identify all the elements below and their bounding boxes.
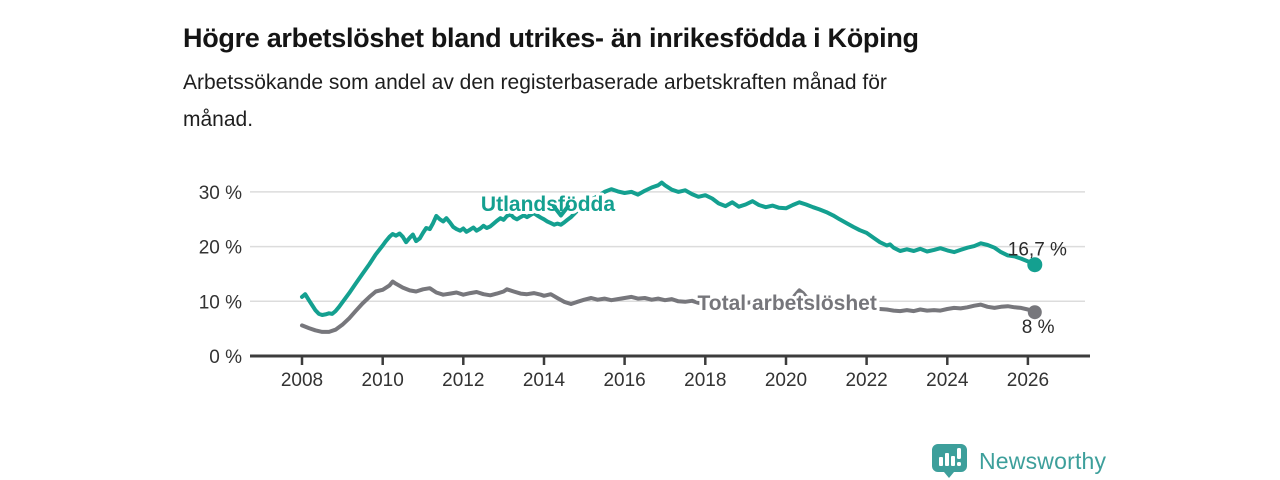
- exclamation-bar: [957, 448, 961, 459]
- subtitle-line-2: månad.: [183, 108, 254, 131]
- series-label-label-utlandsfodda: Utlandsfödda: [481, 193, 615, 216]
- x-axis-tick-label: 2012: [442, 370, 484, 391]
- y-axis-tick-label: 20 %: [199, 238, 242, 259]
- exclamation-dot: [957, 462, 961, 466]
- y-axis-tick-label: 10 %: [199, 292, 242, 313]
- end-dot-total-arbetsloshet: [1027, 305, 1042, 320]
- x-axis-tick-label: 2016: [603, 370, 645, 391]
- series-label-label-total-arbetsloshet: Total arbetslöshet: [698, 292, 877, 315]
- bar-short: [939, 457, 943, 466]
- series-line-utlandsfodda: [300, 180, 1037, 317]
- x-axis-tick-label: 2024: [926, 370, 969, 391]
- end-value-label-utlandsfodda: 16,7 %: [1008, 240, 1067, 261]
- newsworthy-logo-icon: [932, 444, 967, 478]
- x-axis-tick-label: 2018: [684, 370, 726, 391]
- x-axis-tick-label: 2010: [362, 370, 404, 391]
- x-axis-tick-label: 2014: [523, 370, 566, 391]
- bar-tall: [945, 453, 949, 466]
- x-axis-tick-label: 2008: [281, 370, 323, 391]
- chart-subtitle: Arbetssökande som andel av den registerb…: [183, 64, 1063, 138]
- x-axis-tick-label: 2020: [765, 370, 807, 391]
- series-line-total-arbetsloshet: [300, 279, 1037, 334]
- chevron-down-icon: [551, 204, 570, 218]
- end-value-label-total-arbetsloshet: 8 %: [1022, 317, 1055, 338]
- newsworthy-brand: Newsworthy: [931, 443, 1106, 479]
- brand-name: Newsworthy: [979, 447, 1107, 474]
- end-dot-utlandsfodda: [1027, 257, 1043, 273]
- bar-medium: [951, 456, 955, 466]
- x-axis-tick-label: 2026: [1007, 370, 1049, 391]
- page-title: Högre arbetslöshet bland utrikes- än inr…: [183, 23, 919, 54]
- x-axis-tick-label: 2022: [845, 370, 887, 391]
- speech-bubble-shape: [932, 444, 967, 478]
- subtitle-line-1: Arbetssökande som andel av den registerb…: [183, 71, 887, 94]
- y-axis-tick-label: 0 %: [209, 347, 242, 368]
- y-axis-tick-label: 30 %: [199, 183, 242, 204]
